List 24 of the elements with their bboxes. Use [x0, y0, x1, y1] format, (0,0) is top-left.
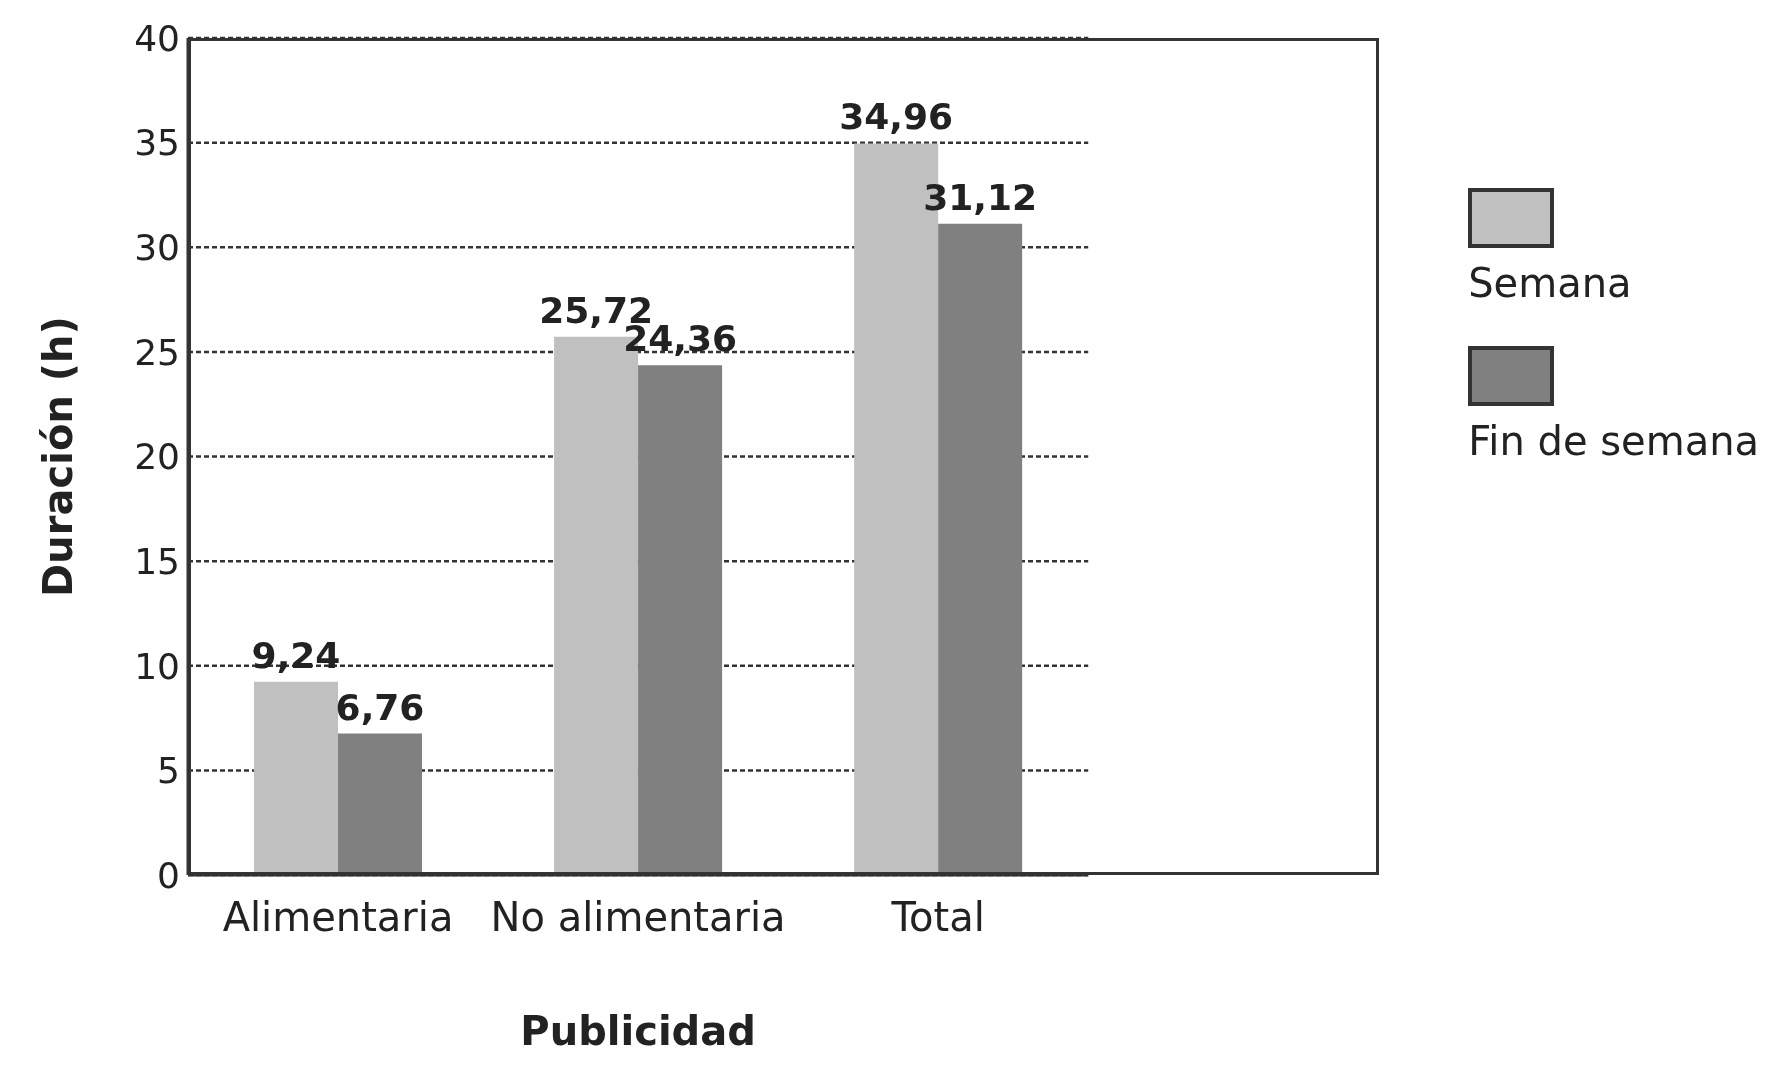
x-tick-label: Total [890, 894, 985, 941]
data-label: 34,96 [839, 96, 954, 138]
x-tick-label: Alimentaria [222, 894, 454, 941]
y-tick-label: 15 [134, 540, 180, 582]
y-tick-label: 0 [157, 854, 180, 896]
legend-label: Fin de semana [1468, 418, 1759, 464]
y-tick-label: 5 [157, 750, 180, 792]
data-label: 31,12 [923, 176, 1038, 218]
bar [338, 733, 423, 875]
legend-label: Semana [1468, 260, 1633, 306]
y-tick-label: 30 [134, 227, 180, 269]
y-axis-title: Duración (h) [35, 316, 82, 597]
data-label: 6,76 [335, 686, 425, 728]
bar [938, 223, 1023, 875]
data-label: 9,24 [251, 634, 341, 676]
bar [638, 365, 723, 875]
x-axis-title: Publicidad [520, 1008, 756, 1054]
y-tick-label: 25 [134, 331, 180, 373]
y-tick-label: 40 [134, 17, 180, 59]
bar [254, 681, 339, 875]
y-tick-label: 20 [134, 436, 180, 478]
y-tick-label: 10 [134, 645, 180, 687]
x-tick-label: No alimentaria [490, 894, 786, 941]
y-tick-label: 35 [134, 122, 180, 164]
